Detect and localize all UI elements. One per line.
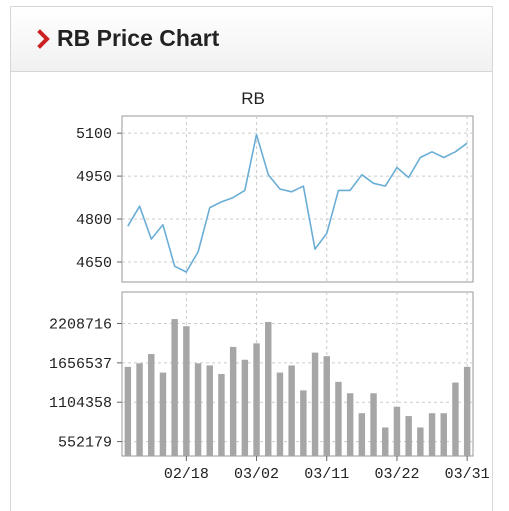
x-tick-label: 03/22 (374, 466, 419, 483)
volume-bar (171, 319, 178, 456)
panel-header: RB Price Chart (11, 7, 492, 72)
volume-y-tick-label: 1656537 (49, 356, 112, 373)
volume-bar (218, 374, 225, 456)
volume-bar (300, 390, 307, 456)
volume-bar (346, 393, 354, 456)
volume-bar (405, 416, 412, 456)
x-tick-label: 03/02 (234, 466, 279, 483)
volume-bar (194, 363, 202, 456)
volume-bar (452, 382, 459, 456)
price-y-tick-label: 4800 (76, 212, 112, 229)
volume-bar (382, 427, 389, 456)
volume-bar (206, 365, 213, 456)
volume-y-tick-label: 1104358 (49, 395, 112, 412)
volume-bar (428, 413, 436, 456)
volume-y-tick-label: 552179 (58, 435, 112, 452)
price-series-line (127, 133, 468, 273)
panel-title: RB Price Chart (57, 25, 220, 51)
volume-bar (393, 406, 401, 456)
volume-bar (311, 352, 319, 456)
volume-bar (463, 366, 471, 456)
volume-bar (335, 381, 342, 456)
price-y-tick-label: 5100 (76, 126, 112, 143)
volume-bar (229, 346, 237, 456)
volume-bar (417, 427, 424, 456)
volume-bar (253, 343, 260, 456)
volume-bar (159, 372, 167, 456)
volume-bar (265, 321, 272, 456)
x-tick-label: 03/31 (445, 466, 490, 483)
volume-bar (358, 413, 366, 456)
chevron-right-icon (37, 29, 50, 49)
volume-bar (124, 366, 132, 456)
volume-bar (288, 365, 295, 456)
volume-plot-frame (121, 291, 474, 457)
x-tick-label: 03/11 (304, 466, 349, 483)
volume-y-tick-label: 2208716 (49, 316, 112, 333)
price-y-tick-label: 4650 (76, 255, 112, 272)
volume-bar (440, 413, 447, 456)
volume-bar (241, 359, 249, 456)
volume-bar (370, 393, 377, 456)
x-tick-label: 02/18 (164, 466, 209, 483)
volume-bar (136, 363, 143, 456)
volume-bar (276, 372, 284, 456)
chart-title: RB (241, 89, 265, 108)
volume-bar (323, 356, 330, 456)
price-plot-frame (121, 115, 474, 283)
volume-bar (148, 354, 155, 456)
price-y-tick-label: 4950 (76, 169, 112, 186)
volume-bar (183, 326, 190, 456)
